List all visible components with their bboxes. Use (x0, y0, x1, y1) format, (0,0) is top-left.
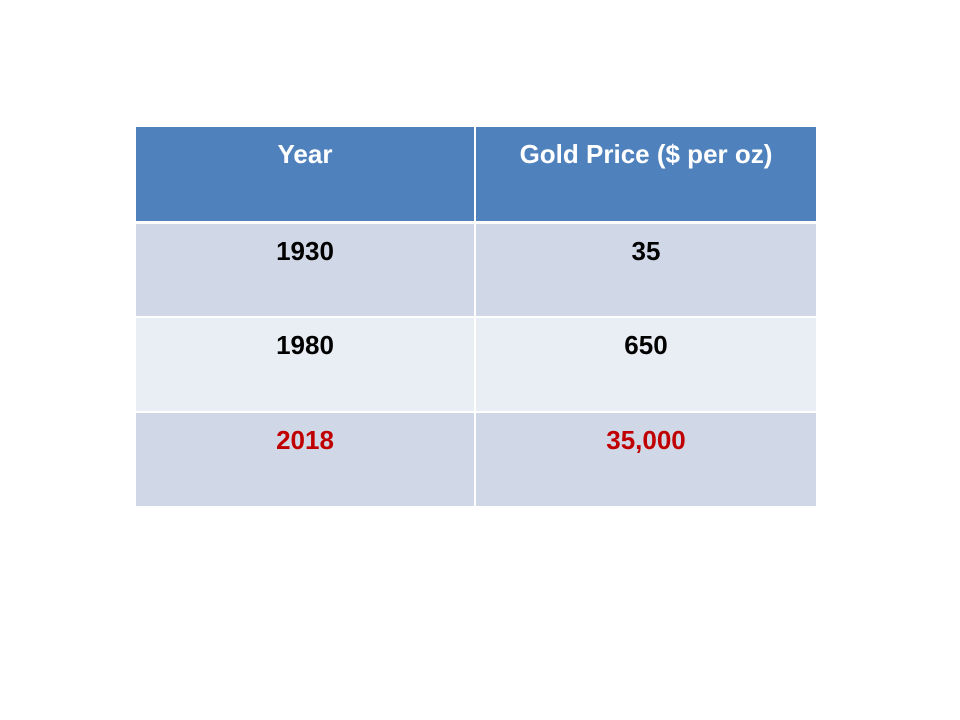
table-header-row: Year Gold Price ($ per oz) (136, 127, 816, 224)
header-gold-price: Gold Price ($ per oz) (475, 127, 816, 224)
cell-price: 650 (475, 317, 816, 413)
cell-price: 35 (475, 222, 816, 318)
cell-price: 35,000 (475, 412, 816, 508)
table-row: 1930 35 (136, 222, 816, 318)
cell-year: 2018 (136, 412, 476, 508)
cell-year: 1930 (136, 222, 476, 318)
table-row: 1980 650 (136, 317, 816, 413)
cell-year: 1980 (136, 317, 476, 413)
gold-price-table: Year Gold Price ($ per oz) 1930 35 1980 … (136, 127, 816, 508)
header-year: Year (136, 127, 476, 224)
table-row-highlighted: 2018 35,000 (136, 412, 816, 508)
